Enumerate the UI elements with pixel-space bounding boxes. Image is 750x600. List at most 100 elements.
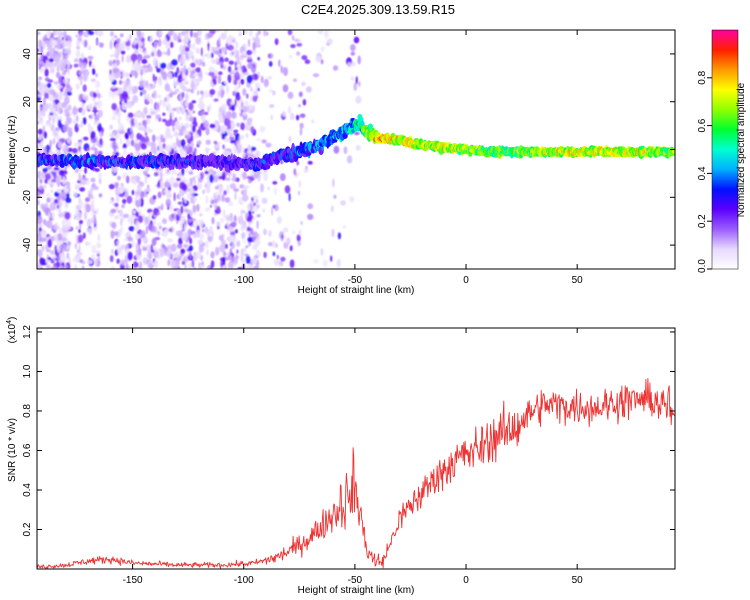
- noise-point: [164, 249, 167, 254]
- noise-point: [190, 30, 193, 38]
- noise-point: [94, 250, 101, 255]
- noise-point: [64, 166, 67, 171]
- noise-point: [152, 195, 157, 200]
- noise-point: [241, 51, 246, 57]
- noise-point: [304, 59, 311, 64]
- noise-point: [282, 84, 289, 93]
- noise-point: [226, 184, 230, 194]
- noise-point: [84, 166, 87, 174]
- noise-point: [188, 245, 193, 252]
- noise-point: [157, 230, 161, 236]
- noise-point: [111, 103, 117, 111]
- noise-point: [42, 167, 48, 173]
- noise-point: [185, 134, 188, 139]
- noise-point: [75, 49, 81, 58]
- noise-point: [227, 65, 232, 73]
- noise-point: [191, 100, 196, 104]
- noise-point: [218, 175, 225, 180]
- noise-point: [205, 71, 208, 76]
- noise-point: [243, 185, 250, 190]
- noise-point: [205, 139, 211, 145]
- noise-point: [231, 235, 235, 239]
- noise-point: [226, 84, 229, 94]
- noise-point: [299, 127, 303, 136]
- ridge-cell: [368, 123, 373, 129]
- noise-point: [232, 172, 235, 181]
- noise-point: [110, 31, 114, 37]
- noise-point: [263, 251, 267, 259]
- noise-point: [94, 101, 97, 108]
- noise-point: [145, 225, 148, 235]
- noise-point: [42, 219, 47, 225]
- noise-point: [355, 95, 362, 104]
- noise-point: [145, 141, 152, 146]
- noise-point: [109, 54, 116, 58]
- noise-point: [47, 256, 52, 261]
- noise-point: [170, 119, 176, 127]
- noise-point: [219, 217, 225, 223]
- noise-point: [242, 171, 247, 180]
- noise-point: [246, 56, 252, 60]
- noise-point: [115, 182, 118, 189]
- noise-point: [59, 198, 64, 207]
- noise-point: [117, 229, 122, 236]
- noise-point: [180, 139, 186, 148]
- noise-point: [272, 181, 278, 185]
- noise-point: [40, 117, 43, 121]
- noise-point: [60, 191, 66, 197]
- noise-point: [322, 259, 328, 267]
- noise-point: [92, 109, 99, 113]
- noise-point: [48, 58, 54, 63]
- noise-point: [189, 187, 195, 194]
- noise-point: [139, 80, 142, 87]
- noise-point: [96, 101, 99, 106]
- noise-point: [173, 182, 179, 188]
- noise-point: [152, 73, 155, 82]
- noise-point: [162, 229, 169, 238]
- noise-point: [336, 258, 341, 268]
- noise-point: [244, 30, 248, 35]
- y-tick-label: 20: [22, 96, 33, 108]
- noise-point: [95, 80, 101, 88]
- noise-point: [164, 167, 168, 176]
- noise-point: [61, 237, 67, 242]
- noise-point: [117, 186, 125, 193]
- noise-point: [225, 217, 232, 221]
- noise-point: [229, 136, 235, 141]
- noise-point: [91, 78, 96, 82]
- noise-point: [124, 132, 129, 139]
- noise-point: [267, 76, 273, 80]
- noise-point: [276, 216, 282, 224]
- noise-point: [170, 41, 174, 49]
- noise-point: [94, 147, 98, 157]
- noise-point: [57, 196, 61, 203]
- noise-point: [116, 258, 120, 264]
- noise-point: [188, 171, 194, 175]
- noise-point: [234, 191, 237, 201]
- noise-point: [109, 212, 113, 217]
- noise-point: [58, 91, 64, 101]
- noise-point: [204, 170, 209, 175]
- noise-point: [188, 102, 194, 111]
- noise-point: [46, 219, 53, 229]
- noise-point: [114, 215, 120, 220]
- noise-point: [50, 32, 54, 39]
- noise-point: [287, 91, 294, 99]
- noise-point: [122, 213, 130, 218]
- noise-point: [142, 127, 146, 131]
- noise-point: [44, 68, 49, 77]
- noise-point: [178, 237, 183, 246]
- noise-point: [74, 264, 77, 269]
- noise-point: [135, 85, 138, 93]
- noise-point: [293, 38, 300, 42]
- noise-point: [56, 233, 63, 241]
- spectrogram-y-label: Frequency (Hz): [7, 116, 18, 185]
- x-tick-label: -100: [234, 575, 254, 586]
- noise-point: [165, 198, 171, 208]
- noise-point: [195, 47, 200, 54]
- noise-point: [212, 80, 217, 85]
- noise-point: [209, 89, 216, 95]
- noise-point: [231, 51, 234, 56]
- noise-point: [215, 144, 219, 149]
- noise-point: [138, 261, 141, 267]
